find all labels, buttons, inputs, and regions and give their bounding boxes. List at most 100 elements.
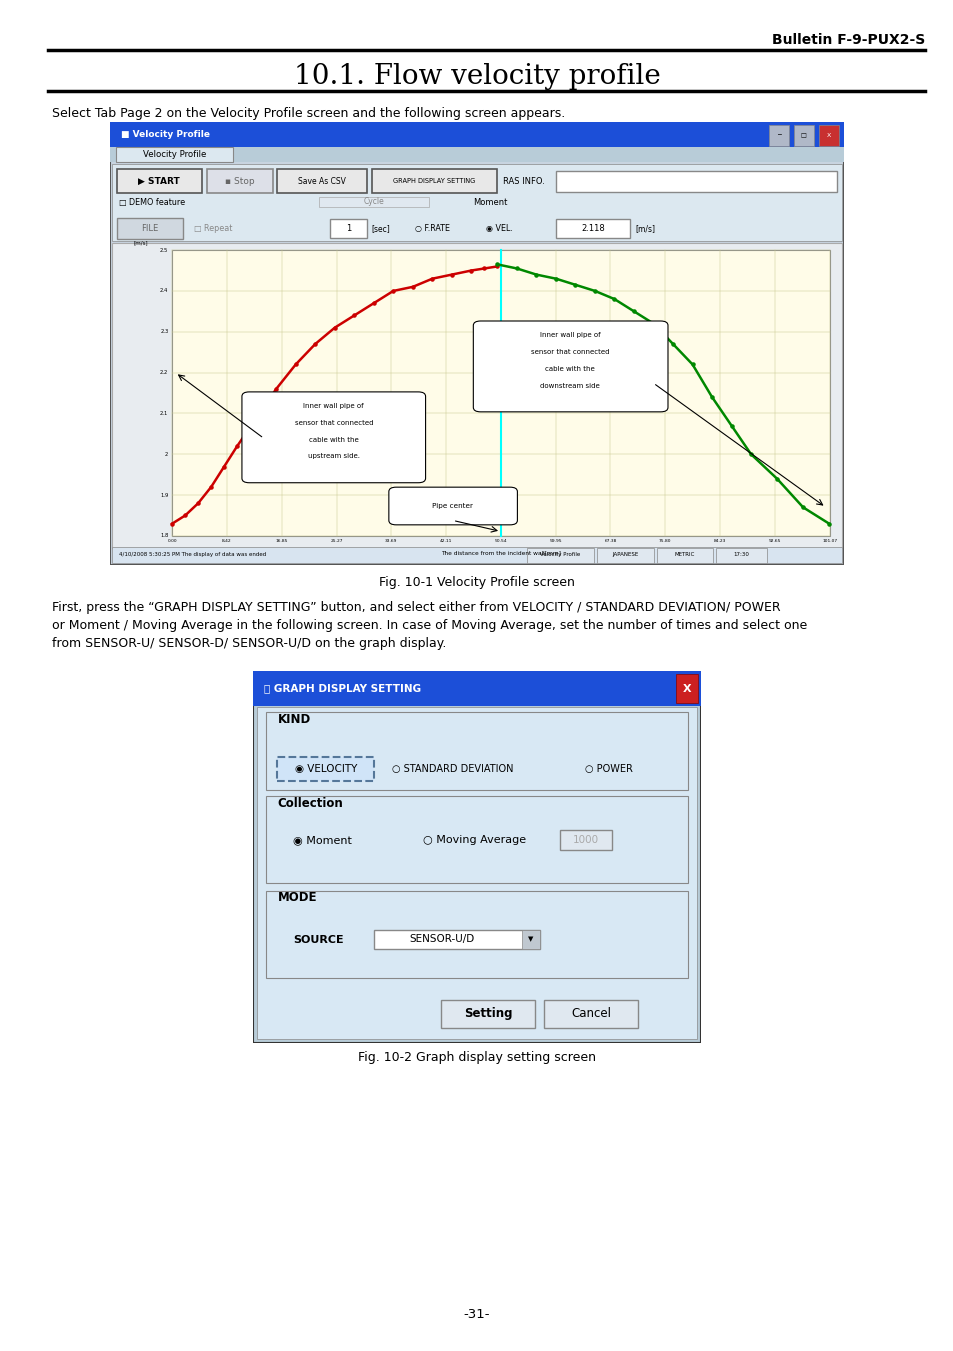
Text: -31-: -31- <box>463 1308 490 1321</box>
FancyBboxPatch shape <box>266 890 687 978</box>
FancyBboxPatch shape <box>559 831 611 850</box>
Text: 101.07: 101.07 <box>821 539 837 543</box>
Text: 1: 1 <box>345 224 351 232</box>
Point <box>795 497 810 519</box>
Text: downstream side: downstream side <box>539 382 599 389</box>
Text: 2.118: 2.118 <box>580 224 604 232</box>
FancyBboxPatch shape <box>110 122 843 565</box>
Point <box>548 267 563 289</box>
Text: The distance from the incident wall[mm]: The distance from the incident wall[mm] <box>440 550 560 555</box>
Text: 2.5: 2.5 <box>160 247 169 253</box>
Text: ○ STANDARD DEVIATION: ○ STANDARD DEVIATION <box>392 763 513 774</box>
Point <box>587 280 602 301</box>
Point <box>528 263 543 285</box>
FancyBboxPatch shape <box>440 1000 535 1028</box>
Text: Collection: Collection <box>277 797 343 809</box>
Point <box>269 378 284 400</box>
Text: ─: ─ <box>777 132 780 138</box>
Text: Inner wall pipe of: Inner wall pipe of <box>539 332 600 338</box>
Text: □: □ <box>801 132 806 138</box>
Text: 16.85: 16.85 <box>275 539 288 543</box>
FancyBboxPatch shape <box>110 147 843 162</box>
Text: ■ Velocity Profile: ■ Velocity Profile <box>121 130 210 139</box>
FancyBboxPatch shape <box>556 219 629 238</box>
Text: JAPANESE: JAPANESE <box>612 553 638 558</box>
FancyBboxPatch shape <box>556 172 836 192</box>
Point <box>405 276 420 297</box>
Text: ○ F.RATE: ○ F.RATE <box>415 224 449 232</box>
Text: 1000: 1000 <box>572 835 598 846</box>
Text: 33.69: 33.69 <box>385 539 397 543</box>
Text: ○ Moving Average: ○ Moving Average <box>423 835 526 846</box>
Text: Pipe center: Pipe center <box>432 503 473 509</box>
Text: 50.54: 50.54 <box>494 539 507 543</box>
Point <box>424 267 439 289</box>
Text: Fig. 10-2 Graph display setting screen: Fig. 10-2 Graph display setting screen <box>357 1051 596 1065</box>
Text: 8.42: 8.42 <box>222 539 232 543</box>
Point <box>723 415 739 436</box>
Text: SENSOR-U/D: SENSOR-U/D <box>409 935 475 944</box>
Point <box>509 258 524 280</box>
Text: 2.2: 2.2 <box>160 370 169 376</box>
Point <box>489 255 504 277</box>
Text: □ DEMO feature: □ DEMO feature <box>119 197 185 207</box>
Point <box>327 317 342 339</box>
FancyBboxPatch shape <box>543 1000 638 1028</box>
Point <box>444 263 459 285</box>
FancyBboxPatch shape <box>112 163 841 242</box>
Text: KIND: KIND <box>277 713 311 725</box>
FancyBboxPatch shape <box>597 549 654 562</box>
Text: X: X <box>826 132 830 138</box>
FancyBboxPatch shape <box>242 392 425 482</box>
Text: Save As CSV: Save As CSV <box>297 177 346 186</box>
Text: ▪ Stop: ▪ Stop <box>225 177 254 186</box>
Text: 42.11: 42.11 <box>439 539 452 543</box>
Text: 84.23: 84.23 <box>713 539 725 543</box>
Point <box>249 407 264 428</box>
Point <box>567 274 582 296</box>
Text: 🔧 GRAPH DISPLAY SETTING: 🔧 GRAPH DISPLAY SETTING <box>264 684 420 693</box>
Text: 17:30: 17:30 <box>733 553 749 558</box>
FancyBboxPatch shape <box>115 147 233 162</box>
Point <box>203 476 218 497</box>
Point <box>684 354 700 376</box>
Point <box>346 304 361 326</box>
FancyBboxPatch shape <box>818 126 839 146</box>
Text: 75.80: 75.80 <box>659 539 671 543</box>
FancyBboxPatch shape <box>676 674 698 704</box>
FancyBboxPatch shape <box>172 250 829 536</box>
Point <box>385 280 400 301</box>
FancyBboxPatch shape <box>117 218 183 239</box>
FancyBboxPatch shape <box>112 243 841 549</box>
FancyBboxPatch shape <box>330 219 366 238</box>
Text: Setting: Setting <box>463 1008 512 1020</box>
Point <box>489 254 504 276</box>
Text: Bulletin F-9-PUX2-S: Bulletin F-9-PUX2-S <box>771 34 924 47</box>
Point <box>664 334 679 355</box>
Text: 67.38: 67.38 <box>603 539 616 543</box>
Text: 2.1: 2.1 <box>160 411 169 416</box>
Text: FILE: FILE <box>141 224 158 232</box>
Text: 0.00: 0.00 <box>167 539 176 543</box>
FancyBboxPatch shape <box>657 549 712 562</box>
Point <box>821 513 836 535</box>
FancyBboxPatch shape <box>117 169 201 193</box>
Text: ◉ VEL.: ◉ VEL. <box>485 224 512 232</box>
Text: sensor that connected: sensor that connected <box>531 349 609 355</box>
Text: □ Repeat: □ Repeat <box>194 224 233 232</box>
FancyBboxPatch shape <box>526 549 593 562</box>
Text: 4/10/2008 5:30:25 PM The display of data was ended: 4/10/2008 5:30:25 PM The display of data… <box>118 553 266 558</box>
Text: Moment: Moment <box>473 197 507 207</box>
FancyBboxPatch shape <box>110 122 843 147</box>
Text: METRIC: METRIC <box>674 553 695 558</box>
FancyBboxPatch shape <box>318 197 429 207</box>
Point <box>645 313 660 335</box>
Text: cable with the: cable with the <box>545 366 595 372</box>
FancyBboxPatch shape <box>257 707 696 1039</box>
FancyBboxPatch shape <box>521 929 539 948</box>
Text: [m/s]: [m/s] <box>635 224 655 232</box>
FancyBboxPatch shape <box>372 169 497 193</box>
Point <box>463 259 478 281</box>
Text: Velocity Profile: Velocity Profile <box>539 553 579 558</box>
Point <box>177 505 193 527</box>
